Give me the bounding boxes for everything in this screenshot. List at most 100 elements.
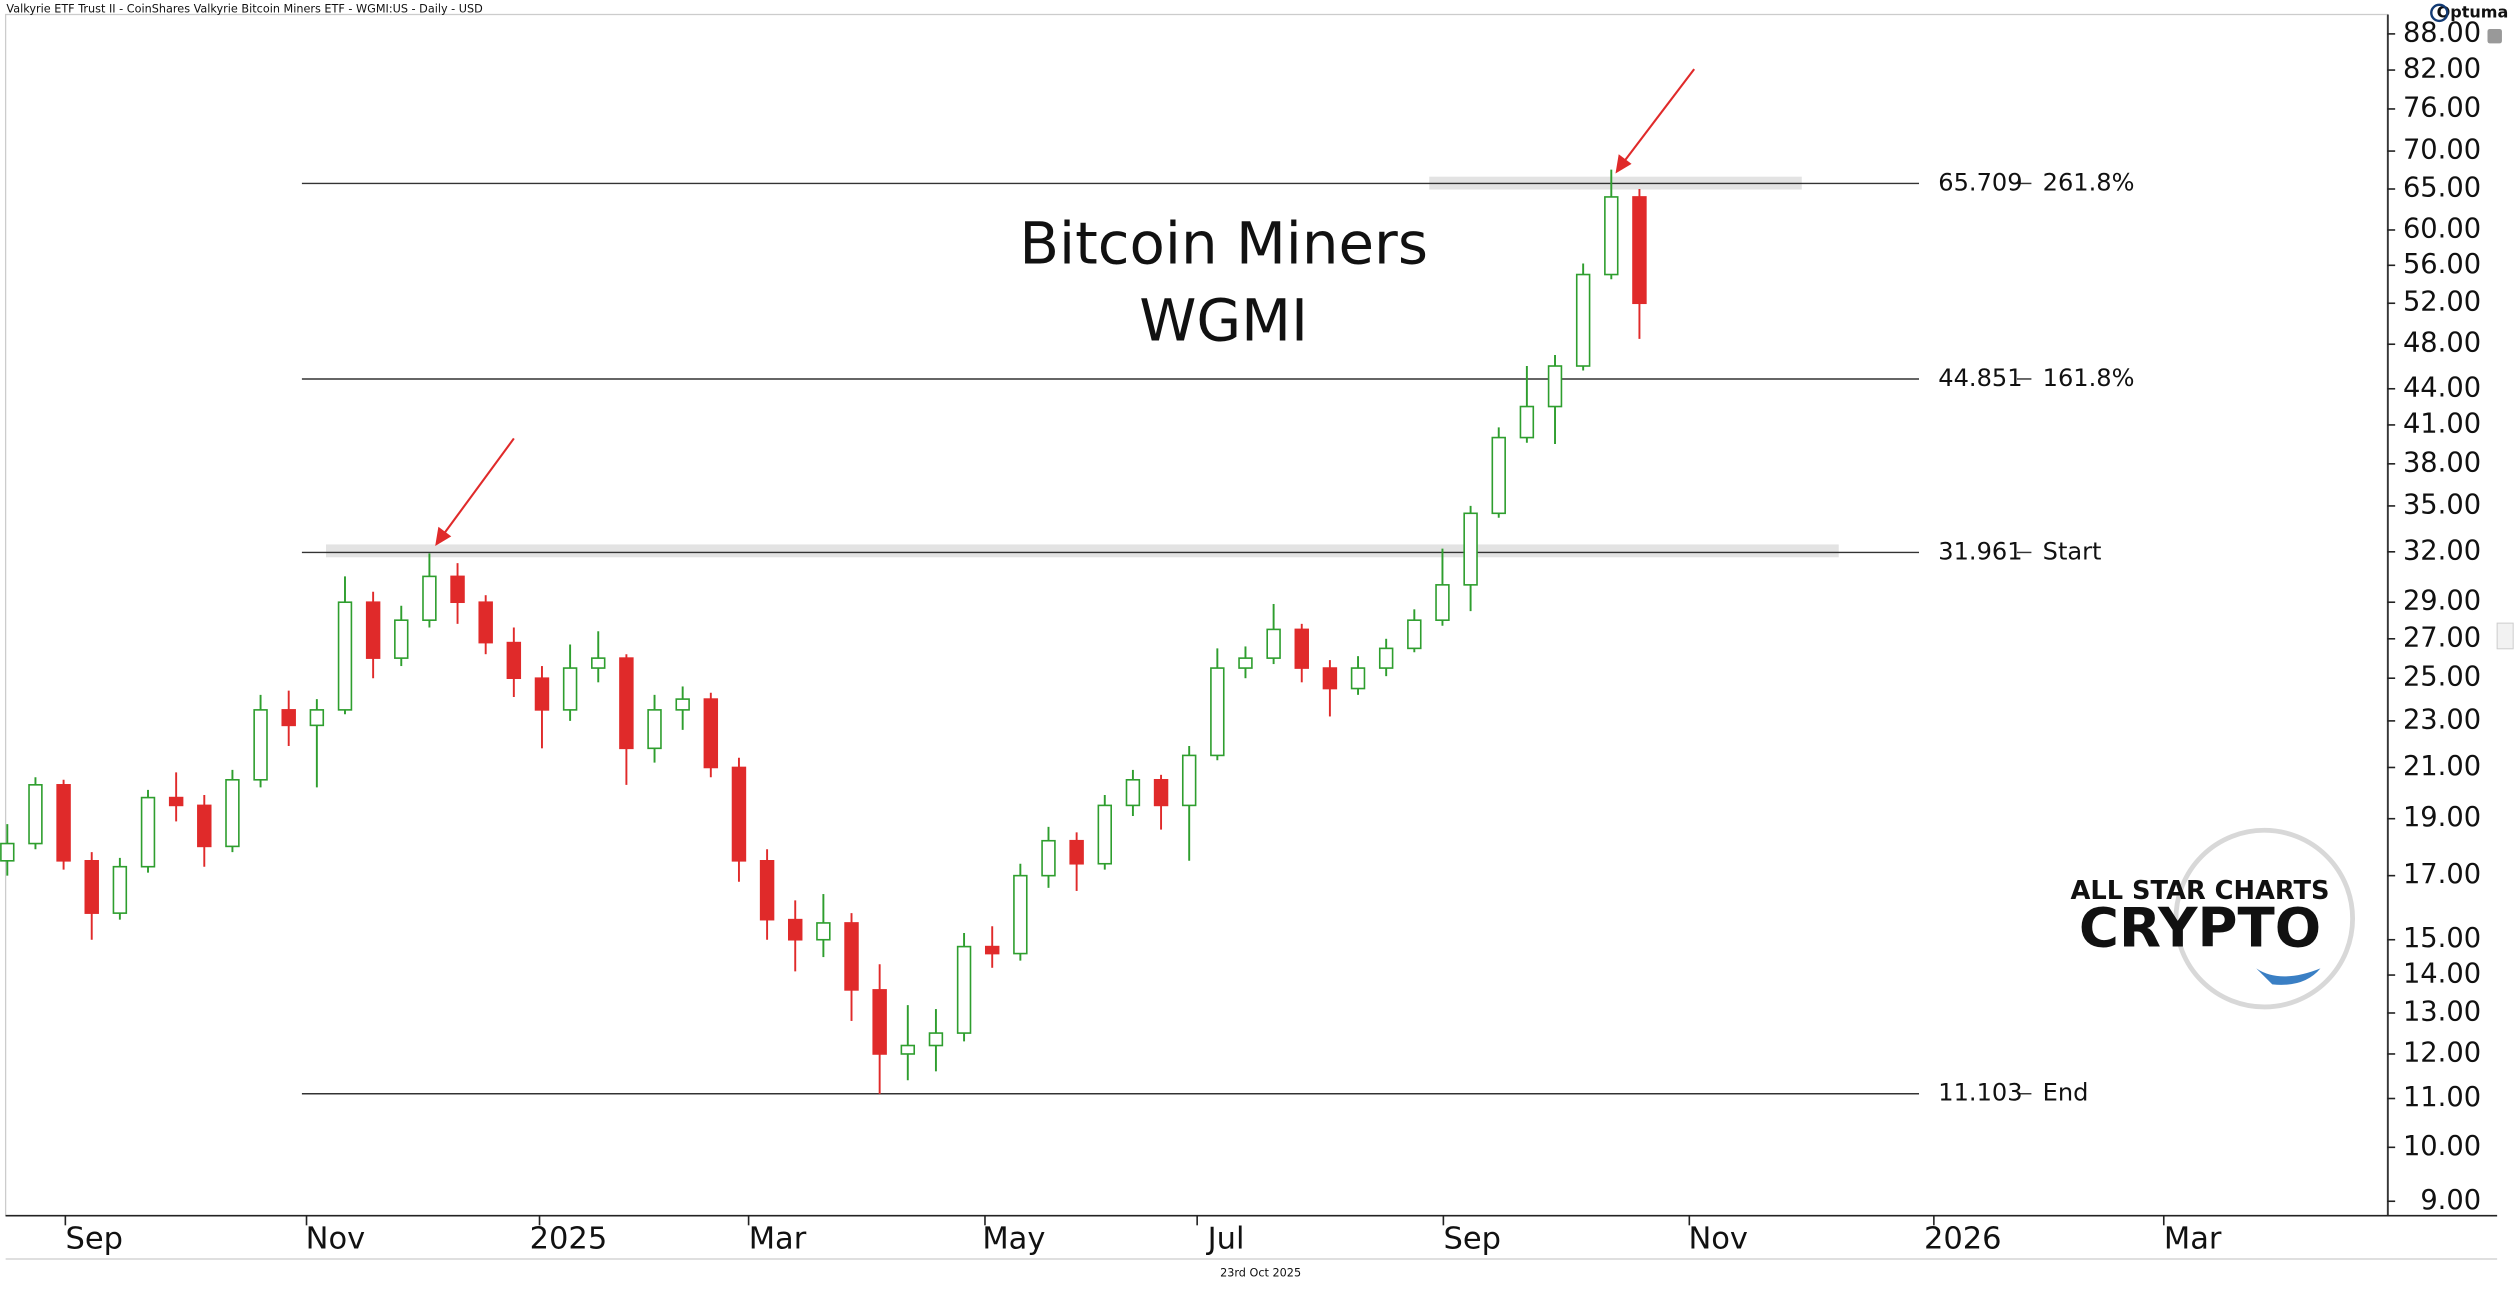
y-tick-label: 15.00 [2403, 923, 2481, 954]
y-tick-label: 60.00 [2403, 213, 2481, 244]
candle-body [900, 1044, 916, 1055]
candle-body [619, 657, 634, 750]
candle-body [28, 784, 43, 845]
level-value: 65.709 [1938, 168, 2022, 196]
x-tick-label: Jul [1206, 1221, 1245, 1256]
levels: 65.709 261.8% 44.851 161.8% 31.961 Start 11.10… [301, 168, 2135, 1107]
arrow-head [435, 526, 452, 547]
arrow-head [1615, 154, 1632, 174]
candle-body [534, 677, 550, 711]
candle-body [225, 778, 240, 848]
x-tick-label: Nov [306, 1221, 366, 1256]
x-tick-label: Sep [1444, 1221, 1502, 1256]
y-tick-label: 65.00 [2403, 173, 2481, 204]
candle-body [0, 842, 15, 862]
y-tick-label: 10.00 [2403, 1131, 2481, 1162]
y-tick-label: 88.00 [2403, 17, 2481, 48]
level-value: 31.961 [1938, 537, 2022, 565]
level-value: 44.851 [1938, 364, 2022, 392]
logo-ring [2173, 827, 2356, 1010]
candle-body [84, 860, 99, 914]
candle-body [928, 1032, 944, 1047]
candle-body [1266, 628, 1281, 659]
y-tick-label: 17.00 [2403, 859, 2481, 890]
logo-text: CRYPTO [2079, 896, 2321, 960]
candle-body [1210, 667, 1225, 757]
candle-body [731, 766, 747, 862]
candle-body [1322, 667, 1338, 690]
candle-body [1069, 839, 1084, 865]
candle-body [1041, 839, 1056, 877]
candle-body [1181, 754, 1197, 807]
candle-body [1632, 196, 1647, 305]
x-tick-label: 2026 [1924, 1221, 2002, 1256]
candle-body [112, 865, 128, 914]
candle-body [253, 709, 268, 781]
candle-body [562, 667, 578, 711]
candle-body [1547, 365, 1563, 408]
level-value: 11.103 [1938, 1079, 2022, 1107]
y-tick-label: 11.00 [2403, 1082, 2481, 1113]
candle-body [1097, 804, 1113, 865]
y-tick-label: 41.00 [2403, 408, 2481, 439]
arrow [1622, 68, 1696, 163]
level-name: 261.8% [2043, 168, 2135, 196]
candle-body [56, 784, 71, 862]
candle-body [337, 601, 353, 711]
candle-body [197, 804, 212, 848]
y-tick-label: 56.00 [2403, 249, 2481, 280]
y-tick-label: 44.00 [2403, 372, 2481, 403]
arrow [442, 437, 515, 536]
x-tick-label: Nov [1688, 1221, 1748, 1256]
candle-body [1238, 657, 1253, 669]
candle-body [872, 989, 887, 1055]
candles [0, 169, 1647, 1094]
candle-body [365, 601, 381, 659]
y-tick-label: 29.00 [2403, 586, 2481, 617]
level-name: 161.8% [2043, 364, 2135, 392]
candle-body [1125, 778, 1141, 807]
y-tick-label: 38.00 [2403, 447, 2481, 478]
annotation: WGMI [1139, 287, 1308, 355]
x-tick-label: 2025 [530, 1221, 608, 1256]
candle-body [1153, 778, 1169, 807]
y-tick-label: 19.00 [2403, 802, 2481, 833]
y-tick-label: 23.00 [2403, 704, 2481, 735]
candle-body [1491, 436, 1506, 515]
y-tick-label: 35.00 [2403, 489, 2481, 520]
candle-body [703, 698, 719, 769]
candle-body [591, 657, 606, 669]
candle-body [506, 641, 522, 680]
y-tick-label: 27.00 [2403, 622, 2481, 653]
y-tick-label: 9.00 [2420, 1185, 2481, 1216]
candle-body [1378, 647, 1394, 669]
candle-body [394, 619, 409, 659]
level-name: Start [2043, 537, 2102, 565]
candle-body [309, 709, 325, 727]
candle-body [1463, 512, 1478, 586]
candle-body [844, 922, 859, 991]
candle-body [1407, 619, 1422, 650]
candle-body [1604, 196, 1619, 276]
candle-body [168, 796, 184, 807]
candle-body [1294, 628, 1309, 669]
candle-body [281, 709, 296, 727]
logo-whale [2256, 968, 2321, 985]
y-tick-label: 21.00 [2403, 751, 2481, 782]
candle-body [788, 918, 803, 941]
x-tick-label: Sep [66, 1221, 124, 1256]
y-tick-label: 14.00 [2403, 959, 2481, 990]
candle-body [675, 698, 690, 711]
y-tick-label: 76.00 [2403, 92, 2481, 123]
candle-body [450, 575, 465, 604]
annotation: Bitcoin Miners [1019, 209, 1428, 277]
y-tick-label: 12.00 [2403, 1037, 2481, 1068]
candle-body [647, 709, 662, 750]
x-tick-label: May [982, 1221, 1045, 1256]
resistance-zone [325, 544, 1839, 558]
candle-body [984, 945, 1000, 955]
candle-body [1519, 405, 1535, 439]
candle-body [1350, 667, 1366, 690]
